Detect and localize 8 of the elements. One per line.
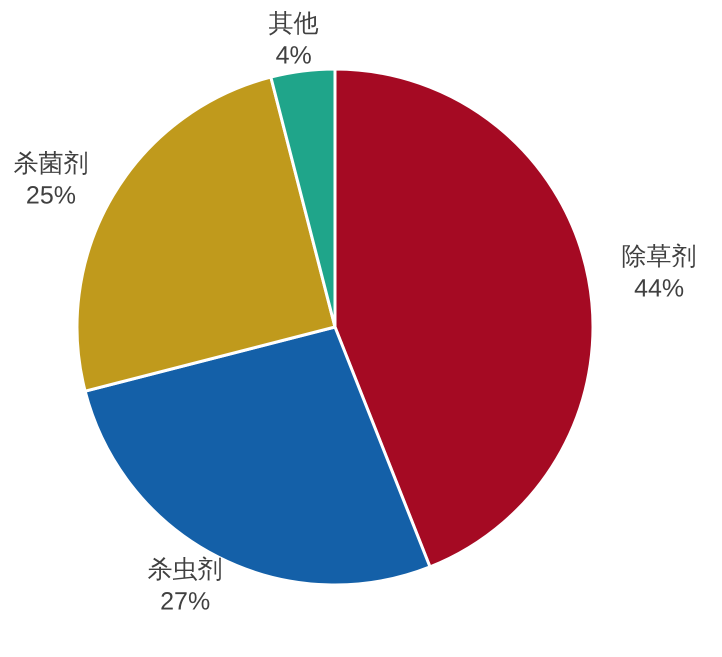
slice-label: 其他 [268, 9, 319, 38]
slice-label: 杀菌剂 [13, 149, 88, 178]
data-label: 25% [26, 181, 76, 210]
slice-label: 杀虫剂 [148, 555, 223, 584]
data-label: 4% [276, 41, 312, 70]
data-label: 44% [634, 274, 684, 303]
data-label: 27% [160, 587, 210, 616]
slice-label: 除草剂 [622, 242, 697, 271]
